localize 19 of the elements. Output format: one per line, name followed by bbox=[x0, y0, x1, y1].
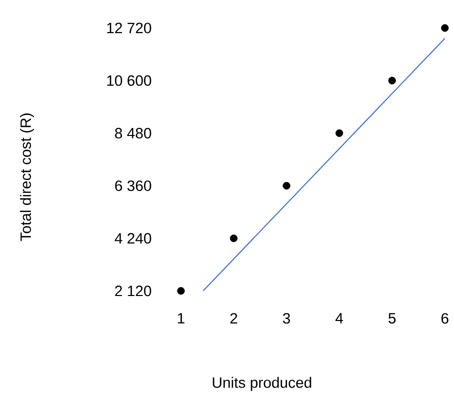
x-axis-title: Units produced bbox=[212, 376, 312, 391]
point bbox=[230, 234, 238, 242]
y-axis-title: Total direct cost (R) bbox=[20, 114, 34, 242]
y-tick-label: 8 480 bbox=[115, 128, 152, 138]
x-tick-label: 4 bbox=[335, 313, 344, 324]
y-tick-label: 10 600 bbox=[107, 75, 152, 86]
point bbox=[177, 287, 185, 295]
x-tick-label: 1 bbox=[178, 313, 184, 324]
y-tick-label: 6 360 bbox=[115, 180, 152, 192]
x-tick-label: 3 bbox=[282, 313, 290, 324]
point bbox=[336, 129, 344, 138]
y-tick-label: 2 120 bbox=[115, 286, 152, 296]
y-tick-label: 4 240 bbox=[114, 233, 152, 244]
point bbox=[282, 182, 290, 190]
x-tick-label: 5 bbox=[388, 313, 396, 324]
y-tick-label: 12 720 bbox=[107, 22, 152, 34]
point bbox=[388, 76, 396, 84]
x-tick-label: 6 bbox=[441, 313, 448, 324]
x-tick-label: 2 bbox=[230, 313, 238, 324]
